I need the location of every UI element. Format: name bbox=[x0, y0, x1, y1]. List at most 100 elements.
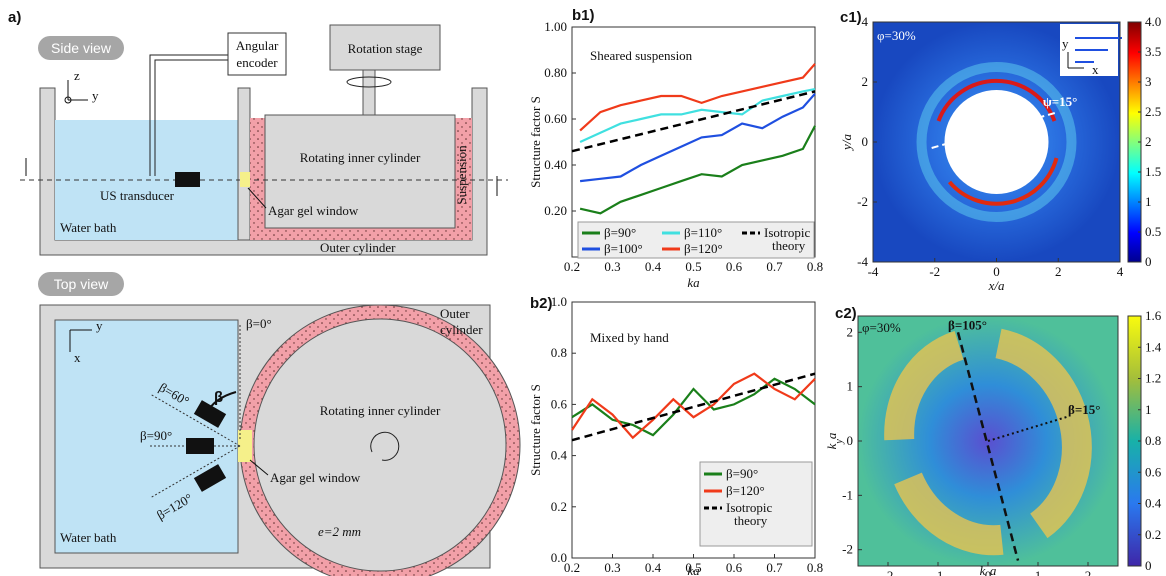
chart-title: Sheared suspension bbox=[590, 48, 693, 63]
x-tick-label: 0.8 bbox=[807, 560, 823, 575]
y-tick-label: -1 bbox=[842, 487, 853, 502]
chart-title: Mixed by hand bbox=[590, 330, 669, 345]
y-tick-label: 1.0 bbox=[551, 294, 567, 309]
x-tick-label: 1 bbox=[1035, 568, 1042, 576]
colorbar-label: 0 bbox=[1145, 558, 1152, 573]
x-tick-label: 0.5 bbox=[685, 259, 701, 274]
inset-label: x bbox=[1092, 62, 1099, 77]
y-tick-label: 0.2 bbox=[551, 499, 567, 514]
x-axis-label: ka bbox=[687, 275, 700, 290]
y-tick-label: -2 bbox=[857, 194, 868, 209]
x-tick-label: 0.8 bbox=[807, 259, 823, 274]
label: β=90° bbox=[140, 428, 172, 443]
x-tick-label: 0.6 bbox=[726, 560, 743, 575]
series-line bbox=[571, 377, 816, 437]
label: Water bath bbox=[60, 220, 117, 235]
axis-label: kya bbox=[824, 432, 845, 449]
colorbar-label: 1.5 bbox=[1145, 164, 1161, 179]
colorbar-label: 2.5 bbox=[1145, 104, 1161, 119]
label: Rotating inner cylinder bbox=[300, 150, 421, 165]
x-tick-label: 0.2 bbox=[564, 560, 580, 575]
axis-label-part: k bbox=[824, 443, 839, 449]
legend-label: Isotropic theory bbox=[726, 500, 775, 528]
x-tick-label: 2 bbox=[1085, 568, 1092, 576]
x-tick-label: 0.3 bbox=[604, 259, 620, 274]
x-tick-label: -4 bbox=[868, 264, 879, 279]
pill bbox=[38, 272, 124, 296]
axis-label-part: a bbox=[824, 432, 839, 439]
x-axis-label: ka bbox=[687, 563, 700, 576]
ref-line bbox=[149, 393, 241, 447]
y-tick-label: 4 bbox=[862, 14, 869, 29]
axis-label: y/a bbox=[839, 134, 854, 152]
legend-box bbox=[699, 461, 813, 547]
annotation: β=105° bbox=[948, 318, 987, 333]
peak bbox=[936, 78, 1057, 122]
y-tick-label: 0.6 bbox=[551, 396, 568, 411]
legend-label: β=100° bbox=[604, 241, 643, 256]
colorbar-label: 2 bbox=[1145, 134, 1152, 149]
colorbar-label: 0.5 bbox=[1145, 224, 1161, 239]
axis-label: z bbox=[74, 68, 80, 83]
y-tick-label: 0.20 bbox=[544, 203, 567, 218]
inner-cylinder bbox=[253, 318, 507, 572]
pointer bbox=[247, 187, 267, 209]
outer-wall bbox=[237, 87, 251, 241]
colorbar-label: 4.0 bbox=[1145, 14, 1161, 29]
label: Rotation stage bbox=[348, 41, 423, 56]
x-tick-label: 0.7 bbox=[766, 259, 783, 274]
inner-cylinder bbox=[264, 114, 456, 229]
y-tick-label: 0 bbox=[862, 134, 869, 149]
y-tick-label: 0.0 bbox=[551, 550, 567, 565]
axis-label-part: k bbox=[980, 563, 986, 576]
transducer bbox=[186, 438, 214, 454]
axis-label-part: a bbox=[990, 563, 997, 576]
axis-label-part: y/a bbox=[839, 134, 854, 152]
label: Water bath bbox=[60, 530, 117, 545]
panel-label: b1) bbox=[572, 7, 595, 24]
panel-a: a) Side view z y Angular encoder Rotatio… bbox=[8, 9, 521, 576]
x-tick-label: 0.7 bbox=[766, 560, 783, 575]
series-line bbox=[579, 92, 816, 183]
x-tick-label: -2 bbox=[883, 568, 894, 576]
legend-label: β=90° bbox=[604, 225, 636, 240]
label: US transducer bbox=[100, 188, 175, 203]
legend-label: β=120° bbox=[726, 483, 765, 498]
beta-line bbox=[987, 415, 1069, 442]
ref-line bbox=[149, 445, 241, 499]
legend-label: β=120° bbox=[684, 241, 723, 256]
axis-label-part: x bbox=[984, 573, 990, 576]
label: encoder bbox=[236, 55, 278, 70]
rotation-arrow bbox=[370, 431, 400, 461]
colorbar-label: 1.2 bbox=[1145, 371, 1161, 386]
pointer bbox=[249, 459, 269, 476]
x-tick-label: 0.2 bbox=[564, 259, 580, 274]
peak-ring bbox=[884, 326, 1092, 556]
transducer bbox=[193, 400, 227, 428]
panel-label: b2) bbox=[530, 295, 553, 312]
y-tick-label: 1.00 bbox=[544, 19, 567, 34]
label: Suspension bbox=[454, 145, 469, 205]
colorbar-label: 1.6 bbox=[1145, 308, 1162, 323]
y-tick-label: 0.4 bbox=[551, 448, 568, 463]
colorbar-label: 0.2 bbox=[1145, 527, 1161, 542]
x-tick-label: 0 bbox=[985, 568, 992, 576]
series-line bbox=[579, 125, 816, 215]
label: Agar gel window bbox=[270, 470, 361, 485]
beta-line bbox=[956, 331, 1020, 561]
legend-label: β=90° bbox=[726, 466, 758, 481]
axis-label-part: y bbox=[834, 439, 845, 445]
panel-label: c1) bbox=[840, 9, 862, 26]
gel-window bbox=[238, 430, 252, 462]
side-title: Side view bbox=[51, 40, 112, 56]
colorbar-label: 1 bbox=[1145, 194, 1152, 209]
beta-arrow bbox=[205, 391, 237, 415]
colorbar-label: 0.8 bbox=[1145, 433, 1161, 448]
x-tick-label: 4 bbox=[1117, 264, 1124, 279]
y-tick-label: 0.40 bbox=[544, 157, 567, 172]
series-line bbox=[571, 90, 816, 153]
y-tick-label: 2 bbox=[862, 74, 869, 89]
axis-label: y bbox=[92, 88, 99, 103]
annotation: ψ=15° bbox=[1043, 94, 1078, 109]
